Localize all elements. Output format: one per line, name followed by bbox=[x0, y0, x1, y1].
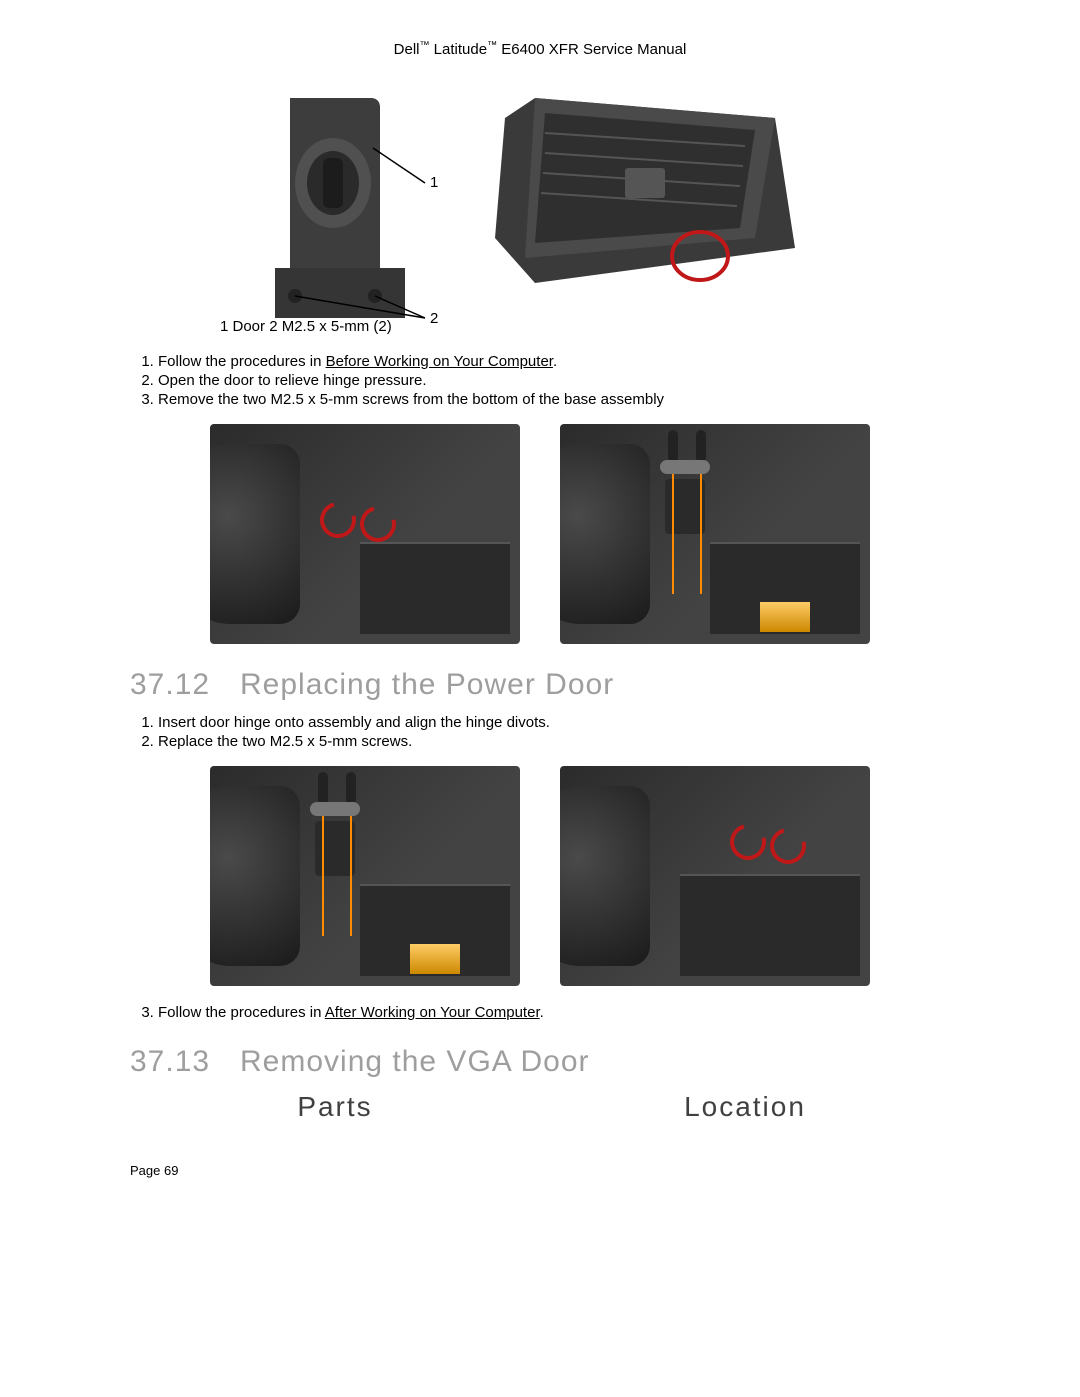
replace-steps-b: Insert door hinge onto assembly and alig… bbox=[130, 714, 950, 750]
link-after-working[interactable]: After Working on Your Computer bbox=[325, 1004, 540, 1021]
brand: Dell bbox=[394, 41, 420, 58]
laptop-location-figure bbox=[475, 88, 805, 288]
step-c3-pre: Follow the procedures in bbox=[158, 1004, 325, 1021]
step-a1: Follow the procedures in Before Working … bbox=[158, 353, 950, 370]
subhead-location: Location bbox=[540, 1091, 950, 1123]
section-3713-heading: 37.13Removing the VGA Door bbox=[130, 1045, 950, 1079]
product: Latitude bbox=[430, 41, 488, 58]
section-3712-num: 37.12 bbox=[130, 668, 240, 702]
step-a3: Remove the two M2.5 x 5-mm screws from t… bbox=[158, 391, 950, 408]
replace-steps-c: Follow the procedures in After Working o… bbox=[130, 1004, 950, 1021]
callout-1: 1 bbox=[430, 174, 438, 191]
laptop-svg bbox=[475, 88, 805, 298]
step-b1: Insert door hinge onto assembly and alig… bbox=[158, 714, 950, 731]
replace-fig-right bbox=[560, 766, 870, 986]
removal-figure-pair bbox=[130, 424, 950, 644]
step-a1-post: . bbox=[553, 353, 557, 370]
section-3713-title: Removing the VGA Door bbox=[240, 1045, 590, 1078]
step-c3-post: . bbox=[540, 1004, 544, 1021]
page-header: Dell™ Latitude™ E6400 XFR Service Manual bbox=[130, 40, 950, 58]
step-a1-pre: Follow the procedures in bbox=[158, 353, 326, 370]
replace-fig-left bbox=[210, 766, 520, 986]
section-3713-num: 37.13 bbox=[130, 1045, 240, 1079]
step-c3: Follow the procedures in After Working o… bbox=[158, 1004, 950, 1021]
parts-location-subheads: Parts Location bbox=[130, 1091, 950, 1123]
header-rest: E6400 XFR Service Manual bbox=[497, 41, 686, 58]
subhead-parts: Parts bbox=[130, 1091, 540, 1123]
door-part-figure: 1 2 bbox=[275, 88, 415, 308]
section-3712-heading: 37.12Replacing the Power Door bbox=[130, 668, 950, 702]
manual-page: Dell™ Latitude™ E6400 XFR Service Manual bbox=[0, 0, 1080, 1208]
removal-fig-right bbox=[560, 424, 870, 644]
figure-row-parts-location: 1 2 bbox=[130, 88, 950, 308]
section-3712-title: Replacing the Power Door bbox=[240, 668, 614, 701]
step-a2: Open the door to relieve hinge pressure. bbox=[158, 372, 950, 389]
step-b2: Replace the two M2.5 x 5-mm screws. bbox=[158, 733, 950, 750]
link-before-working[interactable]: Before Working on Your Computer bbox=[326, 353, 553, 370]
callout-2: 2 bbox=[430, 310, 438, 327]
tm2: ™ bbox=[487, 40, 497, 51]
tm1: ™ bbox=[420, 40, 430, 51]
removal-steps-a: Follow the procedures in Before Working … bbox=[130, 353, 950, 408]
replace-figure-pair bbox=[130, 766, 950, 986]
page-number: Page 69 bbox=[130, 1163, 950, 1178]
door-svg bbox=[275, 88, 435, 328]
removal-fig-left bbox=[210, 424, 520, 644]
